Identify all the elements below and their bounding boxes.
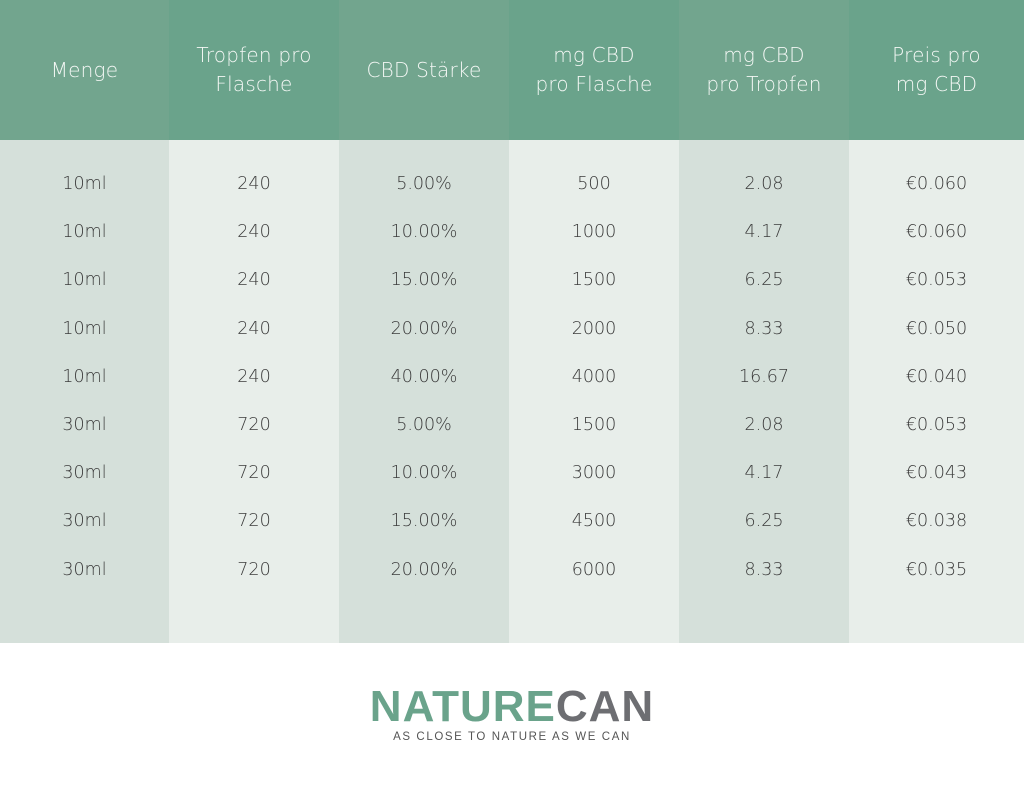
column-mg-cbd-pro-flasche: mg CBD pro Flasche 500 1000 1500 2000 4000 1500… (509, 0, 679, 643)
table-cell: 2.08 (744, 174, 784, 195)
header-line: Preis pro (892, 43, 981, 67)
table-cell: 240 (237, 222, 271, 243)
table-cell: 6.25 (744, 511, 784, 532)
table-cell: 30ml (62, 559, 107, 580)
table-cell: 20.00% (390, 559, 458, 580)
column-header: mg CBD pro Tropfen (679, 0, 849, 140)
column-body: €0.060 €0.060 €0.053 €0.050 €0.040 €0.053 €0.0… (849, 140, 1024, 643)
table-cell: 16.67 (738, 366, 790, 387)
table-cell: €0.053 (905, 270, 968, 291)
column-header: CBD Stärke (339, 0, 509, 140)
table-cell: 1500 (571, 270, 617, 291)
header-line: Flasche (215, 72, 293, 96)
logo-can: CAN (555, 682, 655, 731)
table-cell: 2.08 (744, 415, 784, 436)
column-header: Menge (0, 0, 169, 140)
column-header: Preis pro mg CBD (849, 0, 1024, 140)
column-body: 5.00% 10.00% 15.00% 20.00% 40.00% 5.00% 10.00%… (339, 140, 509, 643)
table-cell: €0.050 (905, 318, 968, 339)
naturecan-logo: NATURECAN (0, 683, 1024, 731)
header-line: mg CBD (553, 43, 635, 67)
table-cell: 15.00% (390, 270, 458, 291)
table-cell: 1000 (571, 222, 617, 243)
table-cell: €0.040 (905, 366, 968, 387)
table-cell: 6.25 (744, 270, 784, 291)
table-cell: 4500 (571, 511, 617, 532)
table-cell: 240 (237, 270, 271, 291)
table-cell: 240 (237, 318, 271, 339)
table-cell: 720 (237, 559, 271, 580)
table-cell: 10ml (62, 174, 107, 195)
table-cell: 5.00% (396, 415, 452, 436)
column-body: 2.08 4.17 6.25 8.33 16.67 2.08 4.17 6.25 8.33 (679, 140, 849, 643)
table-cell: 15.00% (390, 511, 458, 532)
price-table: Menge 10ml 10ml 10ml 10ml 10ml 30ml 30ml 30ml 30m… (0, 0, 1024, 643)
table-cell: 720 (237, 511, 271, 532)
logo-nature: NATURE (369, 682, 556, 731)
column-body: 10ml 10ml 10ml 10ml 10ml 30ml 30ml 30ml 30ml (0, 140, 169, 643)
table-cell: 4000 (571, 366, 617, 387)
table-cell: 10.00% (390, 463, 458, 484)
table-cell: 1500 (571, 415, 617, 436)
table-cell: 4.17 (744, 463, 784, 484)
table-cell: €0.035 (905, 559, 968, 580)
table-cell: 720 (237, 415, 271, 436)
table-cell: 8.33 (744, 318, 784, 339)
table-cell: €0.060 (905, 174, 968, 195)
tagline: AS CLOSE TO NATURE AS WE CAN (393, 731, 631, 743)
table-cell: 8.33 (744, 559, 784, 580)
table-cell: 10ml (62, 222, 107, 243)
table-cell: €0.053 (905, 415, 968, 436)
table-cell: 20.00% (390, 318, 458, 339)
table-cell: €0.060 (905, 222, 968, 243)
table-cell: 720 (237, 463, 271, 484)
table-cell: 30ml (62, 415, 107, 436)
table-cell: 40.00% (390, 366, 458, 387)
header-line: mg CBD (723, 43, 805, 67)
table-cell: 3000 (571, 463, 617, 484)
column-cbd-staerke: CBD Stärke 5.00% 10.00% 15.00% 20.00% 40.00% 5… (339, 0, 509, 643)
table-cell: 30ml (62, 463, 107, 484)
header-line: Tropfen pro (196, 43, 312, 67)
table-cell: 10ml (62, 366, 107, 387)
column-preis-pro-mg-cbd: Preis pro mg CBD €0.060 €0.060 €0.053 €0.050 €… (849, 0, 1024, 643)
column-header: mg CBD pro Flasche (509, 0, 679, 140)
table-cell: 5.00% (396, 174, 452, 195)
header-line: pro Flasche (535, 72, 653, 96)
footer: NATURECAN AS CLOSE TO NATURE AS WE CAN (0, 643, 1024, 788)
table-cell: 4.17 (744, 222, 784, 243)
header-line: Menge (50, 57, 119, 82)
table-cell: 30ml (62, 511, 107, 532)
table-cell: 240 (237, 174, 271, 195)
table-cell: 10.00% (390, 222, 458, 243)
column-tropfen-pro-flasche: Tropfen pro Flasche 240 240 240 240 240 720 720 7… (169, 0, 339, 643)
header-line: pro Tropfen (706, 72, 822, 96)
table-cell: 2000 (571, 318, 617, 339)
column-body: 500 1000 1500 2000 4000 1500 3000 4500 6000 (509, 140, 679, 643)
table-cell: €0.038 (905, 511, 968, 532)
table-cell: 500 (577, 174, 611, 195)
table-cell: 10ml (62, 318, 107, 339)
column-header: Tropfen pro Flasche (169, 0, 339, 140)
header-line: mg CBD (895, 72, 978, 96)
table-cell: 6000 (571, 559, 617, 580)
table-cell: 10ml (62, 270, 107, 291)
table-cell: 240 (237, 366, 271, 387)
table-cell: €0.043 (905, 463, 968, 484)
column-menge: Menge 10ml 10ml 10ml 10ml 10ml 30ml 30ml 30ml 30m… (0, 0, 169, 643)
column-mg-cbd-pro-tropfen: mg CBD pro Tropfen 2.08 4.17 6.25 8.33 16.67 2.… (679, 0, 849, 643)
header-line: CBD Stärke (366, 57, 482, 82)
column-body: 240 240 240 240 240 720 720 720 720 (169, 140, 339, 643)
